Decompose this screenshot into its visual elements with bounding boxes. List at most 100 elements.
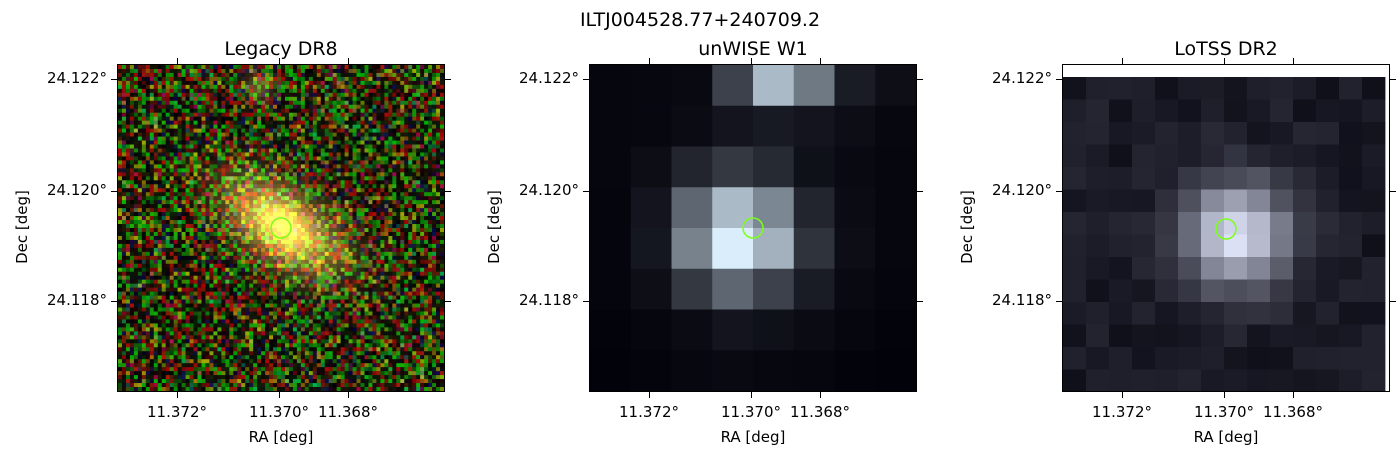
legacy-pixel xyxy=(372,184,377,189)
legacy-pixel xyxy=(125,263,131,269)
legacy-pixel xyxy=(129,144,135,149)
legacy-pixel xyxy=(336,140,341,145)
legacy-pixel xyxy=(416,235,421,241)
legacy-pixel xyxy=(213,172,218,177)
legacy-pixel xyxy=(392,96,397,102)
legacy-pixel xyxy=(221,299,226,304)
legacy-pixel xyxy=(277,231,282,237)
legacy-pixel xyxy=(217,128,222,133)
legacy-pixel xyxy=(396,192,401,197)
legacy-pixel xyxy=(165,148,170,153)
legacy-pixel xyxy=(153,247,159,253)
legacy-pixel xyxy=(436,124,441,129)
legacy-pixel xyxy=(253,72,258,78)
legacy-pixel xyxy=(213,255,218,261)
legacy-pixel xyxy=(388,76,393,82)
legacy-pixel xyxy=(420,120,425,125)
legacy-pixel xyxy=(360,235,365,241)
legacy-pixel xyxy=(364,140,369,145)
legacy-pixel xyxy=(380,231,385,237)
legacy-pixel xyxy=(352,196,357,201)
legacy-pixel xyxy=(153,291,159,296)
legacy-pixel xyxy=(344,188,349,193)
legacy-pixel xyxy=(165,132,170,137)
legacy-pixel xyxy=(245,283,250,288)
legacy-pixel xyxy=(288,239,294,245)
legacy-pixel xyxy=(245,172,250,177)
legacy-pixel xyxy=(189,267,194,273)
legacy-pixel xyxy=(185,216,190,221)
legacy-pixel xyxy=(308,116,314,121)
legacy-pixel xyxy=(193,208,198,213)
legacy-pixel xyxy=(213,68,218,74)
legacy-pixel xyxy=(356,212,361,217)
legacy-pixel xyxy=(404,263,409,269)
legacy-pixel xyxy=(233,291,238,296)
legacy-pixel xyxy=(177,100,182,106)
legacy-pixel xyxy=(237,255,242,261)
legacy-pixel xyxy=(153,76,159,82)
legacy-pixel xyxy=(320,228,326,233)
legacy-pixel xyxy=(292,144,298,149)
legacy-pixel xyxy=(372,112,377,117)
legacy-pixel xyxy=(173,212,178,217)
legacy-pixel xyxy=(312,88,318,94)
legacy-pixel xyxy=(320,164,326,169)
legacy-pixel xyxy=(380,279,385,284)
legacy-pixel xyxy=(348,160,353,165)
legacy-pixel xyxy=(209,255,214,261)
legacy-pixel xyxy=(189,116,194,121)
legacy-pixel xyxy=(141,65,147,70)
legacy-pixel xyxy=(316,120,322,125)
legacy-pixel xyxy=(332,259,337,265)
legacy-pixel xyxy=(380,239,385,245)
legacy-pixel xyxy=(364,299,369,304)
legacy-pixel xyxy=(133,140,139,145)
legacy-pixel xyxy=(189,208,194,213)
legacy-pixel xyxy=(229,156,234,161)
legacy-pixel xyxy=(344,287,349,292)
legacy-pixel xyxy=(261,148,266,153)
legacy-pixel xyxy=(288,251,294,257)
legacy-pixel xyxy=(173,160,178,165)
legacy-pixel xyxy=(384,104,389,110)
legacy-pixel xyxy=(412,303,417,308)
legacy-pixel xyxy=(193,96,198,102)
legacy-pixel xyxy=(137,108,143,114)
legacy-pixel xyxy=(201,184,206,189)
legacy-pixel xyxy=(344,204,349,209)
legacy-pixel xyxy=(340,68,345,74)
legacy-pixel xyxy=(404,235,409,241)
legacy-pixel xyxy=(145,287,151,292)
legacy-pixel xyxy=(392,65,397,70)
legacy-pixel xyxy=(201,84,206,90)
legacy-pixel xyxy=(352,231,357,237)
legacy-pixel xyxy=(193,140,198,145)
legacy-pixel xyxy=(320,208,326,213)
legacy-pixel xyxy=(233,65,238,70)
legacy-pixel xyxy=(304,168,310,173)
legacy-pixel xyxy=(141,188,147,193)
legacy-pixel xyxy=(416,212,421,217)
legacy-pixel xyxy=(233,144,238,149)
legacy-pixel xyxy=(436,184,441,189)
legacy-pixel xyxy=(161,196,167,201)
legacy-pixel xyxy=(229,120,234,125)
legacy-pixel xyxy=(324,84,330,90)
legacy-pixel xyxy=(396,176,401,181)
legacy-pixel xyxy=(340,100,345,106)
legacy-pixel xyxy=(277,128,282,133)
legacy-pixel xyxy=(141,132,147,137)
legacy-pixel xyxy=(332,255,337,261)
legacy-pixel xyxy=(352,247,357,253)
legacy-pixel xyxy=(121,275,127,280)
legacy-pixel xyxy=(368,96,373,102)
legacy-pixel xyxy=(428,120,433,125)
legacy-pixel xyxy=(118,243,123,249)
legacy-pixel xyxy=(185,100,190,106)
legacy-pixel xyxy=(392,220,397,225)
legacy-pixel xyxy=(165,279,170,284)
legacy-pixel xyxy=(249,208,254,213)
legacy-pixel xyxy=(177,156,182,161)
legacy-pixel xyxy=(245,212,250,217)
